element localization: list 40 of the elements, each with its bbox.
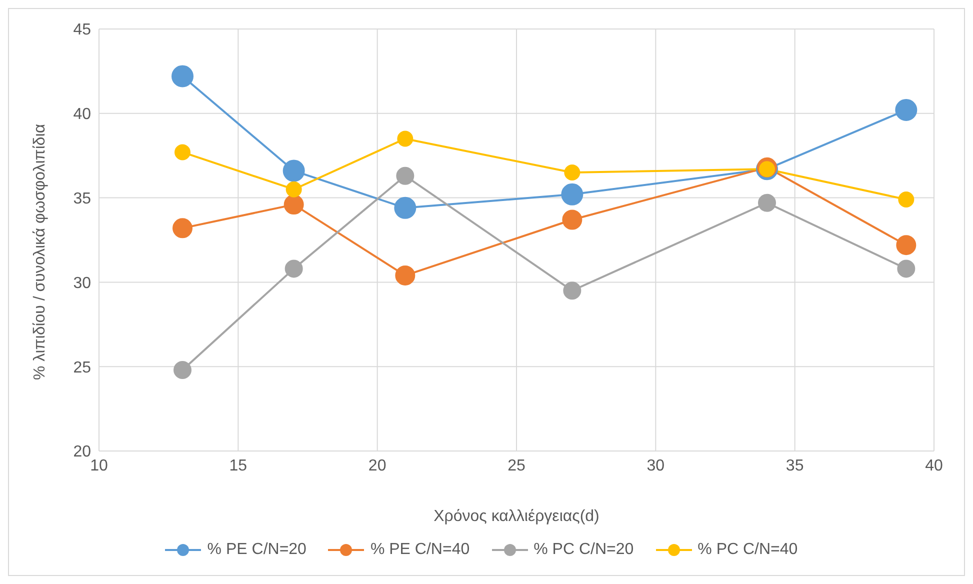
x-tick-label: 20: [368, 457, 386, 474]
y-tick-label: 45: [73, 22, 92, 39]
x-axis-title: Χρόνος καλλιέργειας(d): [434, 508, 600, 525]
legend-label: % PE C/N=40: [369, 541, 470, 559]
point: [172, 218, 192, 238]
point: [562, 210, 582, 230]
point: [286, 181, 302, 198]
legend-label: % PC C/N=40: [696, 541, 798, 559]
y-tick-label: 20: [73, 444, 92, 461]
point: [395, 265, 416, 286]
y-axis-title: % λιπιδίου / συνολικά φωσφολιπίδια: [32, 124, 49, 380]
point: [284, 260, 303, 278]
point: [896, 235, 916, 256]
point: [284, 194, 304, 215]
y-tick-label: 40: [73, 106, 92, 124]
point: [564, 164, 580, 180]
point: [174, 360, 192, 379]
point: [758, 194, 776, 212]
point: [898, 191, 914, 208]
point: [563, 282, 582, 300]
x-tick-label: 25: [508, 457, 526, 474]
y-tick-label: 25: [73, 359, 92, 376]
point: [397, 130, 414, 147]
point: [174, 144, 190, 160]
legend-label: % PE C/N=20: [206, 541, 306, 559]
point: [396, 166, 414, 185]
x-tick-label: 40: [925, 457, 943, 474]
point: [895, 99, 918, 122]
point: [897, 260, 916, 278]
legend-label: % PC C/N=20: [532, 541, 634, 559]
y-tick-label: 35: [73, 190, 92, 208]
point: [282, 160, 305, 182]
x-tick-label: 30: [646, 457, 665, 474]
point: [561, 183, 584, 206]
point: [394, 196, 416, 219]
point: [172, 65, 194, 88]
x-tick-label: 10: [90, 457, 108, 474]
y-tick-label: 30: [73, 274, 92, 292]
x-tick-label: 35: [786, 457, 804, 474]
x-tick-label: 15: [229, 457, 248, 474]
